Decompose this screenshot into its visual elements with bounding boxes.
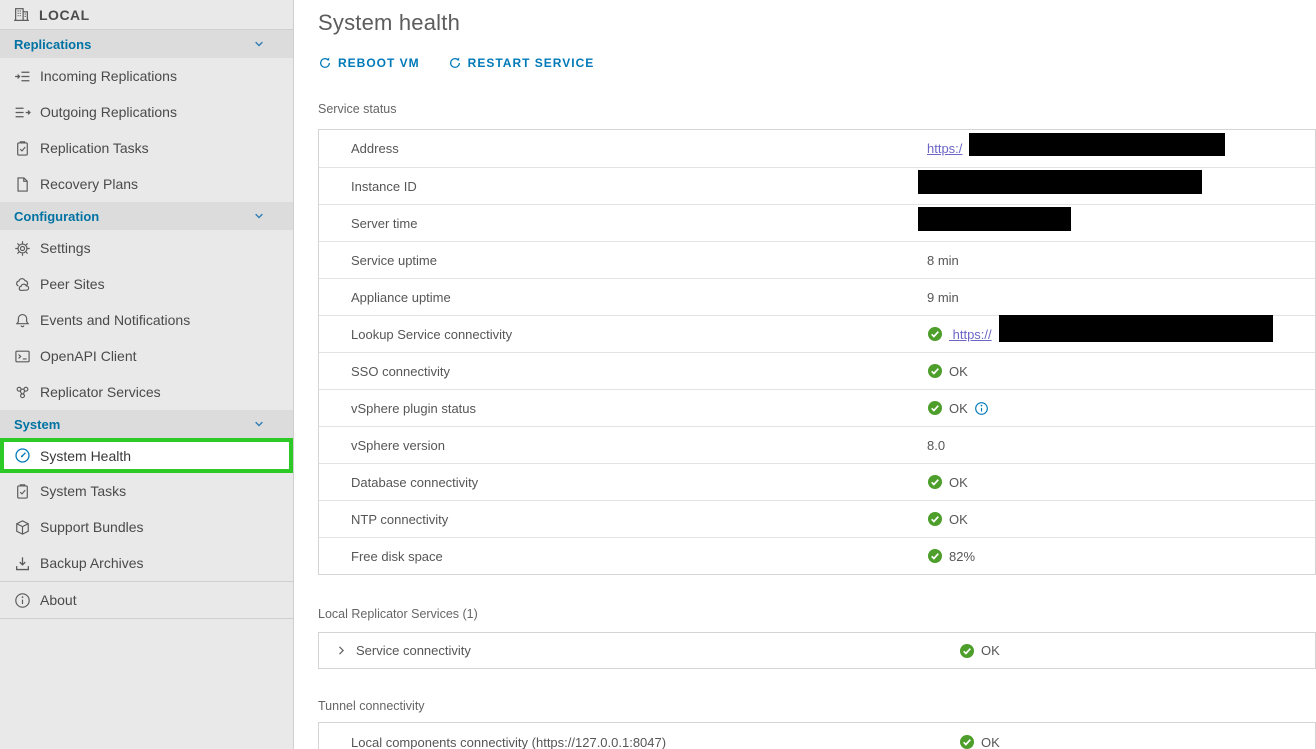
site-label: LOCAL [39,6,90,23]
expand-toggle[interactable]: Service connectivity [319,643,959,658]
site-header-local[interactable]: LOCAL [0,0,293,30]
status-ok-icon [927,326,943,342]
section-label-tunnel-connectivity: Tunnel connectivity [318,699,425,713]
status-ok-icon [927,474,943,490]
status-ok-icon [959,734,975,749]
table-row: vSphere version 8.0 [319,426,1315,463]
nav-section-system[interactable]: System [0,410,293,438]
clipboard-check-icon [14,483,31,500]
sidebar-item-peer-sites[interactable]: Peer Sites [0,266,293,302]
main-content: System health REBOOT VM RESTART SERVICE … [294,0,1316,749]
sidebar-item-support-bundles[interactable]: Support Bundles [0,509,293,545]
divider [0,581,293,582]
sidebar-item-backup-archives[interactable]: Backup Archives [0,545,293,581]
table-row: SSO connectivity OK [319,352,1315,389]
gauge-icon [14,447,31,464]
redacted-value [918,207,1071,231]
table-row: Free disk space 82% [319,537,1315,574]
status-ok-icon [959,643,975,659]
info-icon [14,592,31,609]
sidebar-item-recovery-plans[interactable]: Recovery Plans [0,166,293,202]
building-icon [13,6,30,23]
local-components-connectivity-row: Local components connectivity (https://1… [318,722,1316,749]
status-text: OK [949,511,968,527]
status-ok-icon [927,363,943,379]
sidebar-item-replication-tasks[interactable]: Replication Tasks [0,130,293,166]
sidebar-item-outgoing-replications[interactable]: Outgoing Replications [0,94,293,130]
chevron-down-icon [253,210,265,222]
table-row: Database connectivity OK [319,463,1315,500]
chevron-down-icon [253,418,265,430]
divider [0,618,293,619]
value-text: 8 min [927,252,959,268]
status-text: OK [981,734,1000,749]
recovery-plans-icon [14,176,31,193]
reboot-vm-button[interactable]: REBOOT VM [318,56,420,70]
backup-download-icon [14,555,31,572]
redacted-value [998,314,1273,342]
refresh-icon [448,56,462,70]
sidebar-item-settings[interactable]: Settings [0,230,293,266]
package-icon [14,519,31,536]
status-text: OK [949,400,968,416]
status-text: OK [981,643,1000,658]
address-link[interactable]: https:/ [927,141,963,156]
peer-sites-icon [14,276,31,293]
sidebar: LOCAL Replications Incoming Replications… [0,0,294,749]
refresh-icon [318,56,332,70]
table-row: Instance ID [319,167,1315,204]
outgoing-replications-icon [14,104,31,121]
status-ok-icon [927,511,943,527]
table-row: NTP connectivity OK [319,500,1315,537]
sidebar-item-openapi-client[interactable]: OpenAPI Client [0,338,293,374]
action-bar: REBOOT VM RESTART SERVICE [318,56,1316,70]
status-ok-icon [927,548,943,564]
status-text: OK [949,363,968,379]
incoming-replications-icon [14,68,31,85]
section-label-service-status: Service status [318,102,397,116]
sidebar-item-replicator-services[interactable]: Replicator Services [0,374,293,410]
status-ok-icon [927,400,943,416]
section-label-local-replicator-services: Local Replicator Services (1) [318,607,478,621]
service-connectivity-row[interactable]: Service connectivity OK [318,632,1316,669]
sidebar-item-system-tasks[interactable]: System Tasks [0,473,293,509]
value-text: 9 min [927,289,959,305]
lookup-service-link[interactable]: https:// [949,326,992,342]
nav-section-replications[interactable]: Replications [0,30,293,58]
sidebar-item-system-health[interactable]: System Health [0,438,293,473]
settings-gear-icon [14,240,31,257]
chevron-down-icon [253,38,265,50]
table-row: Lookup Service connectivity https:// [319,314,1315,352]
sidebar-item-events-notifications[interactable]: Events and Notifications [0,302,293,338]
redacted-value [969,133,1226,156]
table-row: Address https:/ [319,130,1315,167]
bell-icon [14,312,31,329]
sidebar-item-incoming-replications[interactable]: Incoming Replications [0,58,293,94]
chevron-right-icon [335,644,348,657]
status-text: OK [949,474,968,490]
info-icon[interactable] [974,401,989,416]
table-row: Service uptime 8 min [319,241,1315,278]
nav-section-configuration[interactable]: Configuration [0,202,293,230]
sidebar-item-about[interactable]: About [0,582,293,618]
cluster-icon [14,384,31,401]
redacted-value [918,170,1202,194]
service-status-table: Address https:/ Instance ID Server time … [318,129,1316,575]
replication-tasks-icon [14,140,31,157]
status-text: 82% [949,548,976,564]
restart-service-button[interactable]: RESTART SERVICE [448,56,595,70]
table-row: Appliance uptime 9 min [319,278,1315,315]
table-row: vSphere plugin status OK [319,389,1315,426]
table-row: Server time [319,204,1315,241]
page-title: System health [318,10,461,35]
value-text: 8.0 [927,437,946,453]
terminal-icon [14,348,31,365]
